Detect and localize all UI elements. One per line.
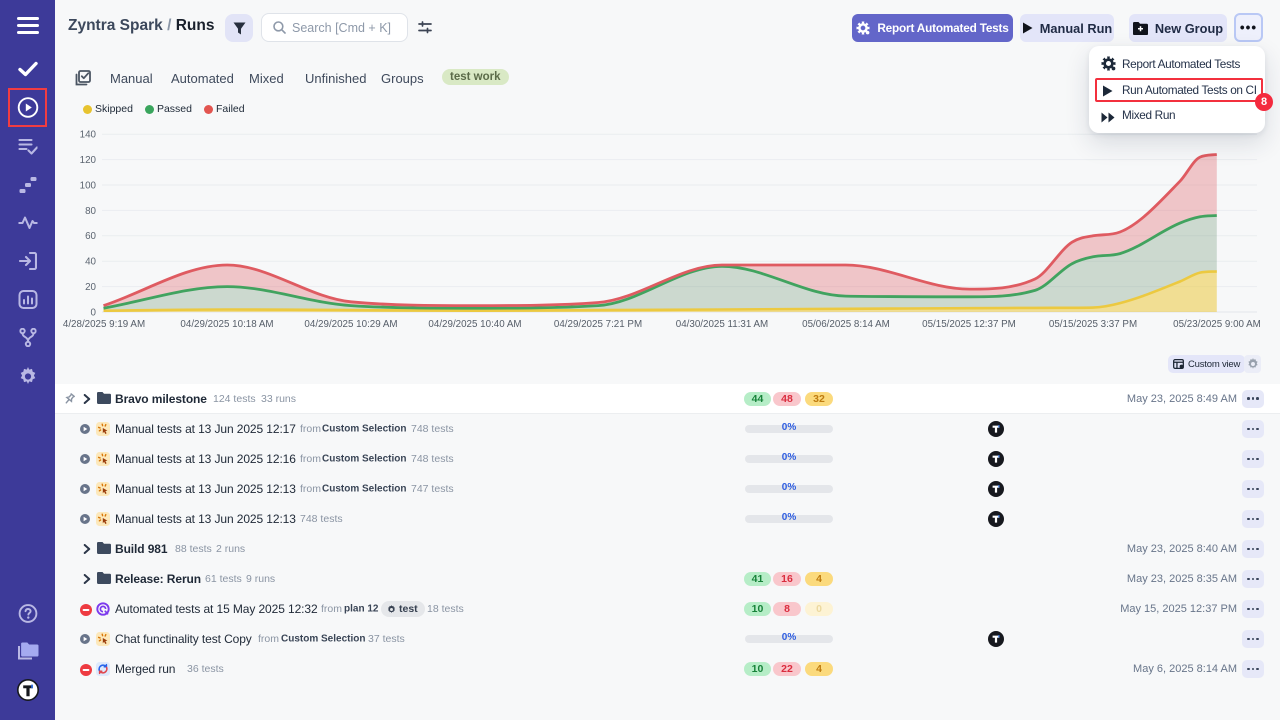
svg-text:80: 80: [85, 206, 96, 217]
svg-text:04/29/2025 7:21 PM: 04/29/2025 7:21 PM: [554, 319, 642, 330]
svg-text:140: 140: [80, 130, 97, 141]
svg-text:4/28/2025 9:19 AM: 4/28/2025 9:19 AM: [63, 319, 145, 330]
svg-text:04/29/2025 10:18 AM: 04/29/2025 10:18 AM: [180, 319, 273, 330]
svg-text:40: 40: [85, 257, 96, 268]
svg-text:100: 100: [80, 180, 97, 191]
svg-text:120: 120: [80, 155, 97, 166]
svg-text:05/15/2025 12:37 PM: 05/15/2025 12:37 PM: [922, 319, 1016, 330]
svg-text:04/30/2025 11:31 AM: 04/30/2025 11:31 AM: [676, 319, 768, 330]
svg-text:05/23/2025 9:00 AM: 05/23/2025 9:00 AM: [1173, 319, 1261, 330]
svg-text:04/29/2025 10:40 AM: 04/29/2025 10:40 AM: [428, 319, 521, 330]
svg-text:05/15/2025 3:37 PM: 05/15/2025 3:37 PM: [1049, 319, 1137, 330]
svg-text:05/06/2025 8:14 AM: 05/06/2025 8:14 AM: [802, 319, 890, 330]
svg-text:20: 20: [85, 282, 96, 293]
svg-text:60: 60: [85, 231, 96, 242]
svg-text:04/29/2025 10:29 AM: 04/29/2025 10:29 AM: [304, 319, 397, 330]
svg-text:0: 0: [91, 307, 97, 318]
